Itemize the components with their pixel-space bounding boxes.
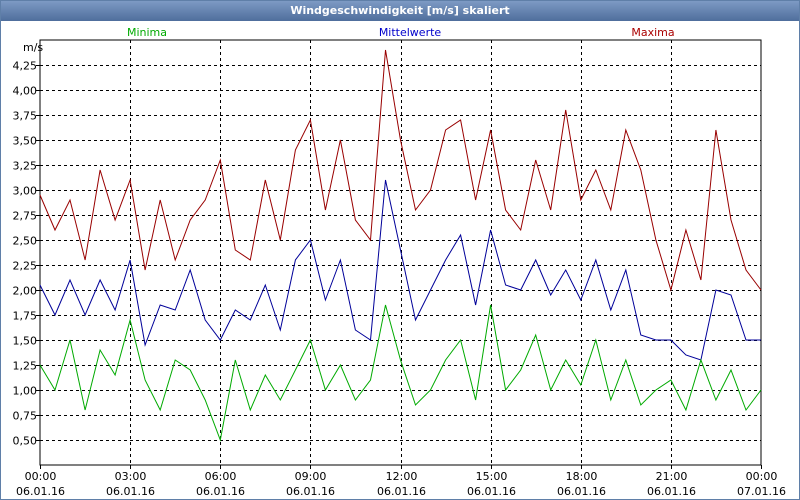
x-tick-time-label: 21:00 — [656, 470, 688, 483]
x-tick-date-label: 06.01.16 — [557, 485, 606, 498]
minima-series-line — [39, 304, 762, 442]
y-tick-label: 1,50 — [13, 335, 38, 348]
y-tick-label: 4,25 — [13, 60, 38, 73]
x-tick-time-label: 03:00 — [115, 470, 147, 483]
y-tick-label: 1,75 — [13, 310, 38, 323]
x-tick-date-label: 06.01.16 — [286, 485, 335, 498]
maxima-series-line — [39, 49, 762, 292]
y-tick-label: 1,25 — [13, 360, 38, 373]
y-tick-label: 0,75 — [13, 410, 38, 423]
x-axis: 00:00 06.01.16 03:00 06.01.16 06:00 06.01.16 0… — [16, 465, 786, 498]
y-tick-label: 3,25 — [13, 160, 38, 173]
x-tick-date-label: 06.01.16 — [467, 485, 516, 498]
x-tick-time-label: 12:00 — [386, 470, 418, 483]
legend-maxima: Maxima — [631, 26, 674, 39]
x-tick-time-label: 00:00 — [25, 470, 57, 483]
series-lines — [39, 49, 762, 442]
y-tick-label: 2,75 — [13, 210, 38, 223]
y-tick-label: 0,50 — [13, 435, 38, 448]
y-tick-label: 2,25 — [13, 260, 38, 273]
plot-frame — [39, 39, 762, 466]
legend-minima: Minima — [127, 26, 167, 39]
x-tick-time-label: 06:00 — [205, 470, 237, 483]
x-tick-date-label: 07.01.16 — [737, 485, 786, 498]
y-tick-label: 1,00 — [13, 385, 38, 398]
mittelwerte-series-line — [39, 179, 761, 361]
x-tick-time-label: 15:00 — [476, 470, 508, 483]
y-axis: 0,50 0,75 1,00 1,25 1,50 1,75 2,00 2,25 2,50 2,75… — [13, 60, 40, 448]
window-title: Windgeschwindigkeit [m/s] skaliert — [290, 4, 510, 17]
x-tick-time-label: 09:00 — [295, 470, 327, 483]
y-tick-label: 3,50 — [13, 135, 38, 148]
y-tick-label: 2,00 — [13, 285, 38, 298]
y-axis-unit-label: m/s — [23, 41, 43, 54]
x-tick-time-label: 00:00 — [746, 470, 778, 483]
gridlines — [40, 40, 761, 465]
y-tick-label: 2,50 — [13, 235, 38, 248]
x-tick-date-label: 06.01.16 — [106, 485, 155, 498]
x-tick-date-label: 06.01.16 — [16, 485, 65, 498]
y-tick-label: 3,75 — [13, 110, 38, 123]
y-tick-label: 3,00 — [13, 185, 38, 198]
title-bar: Windgeschwindigkeit [m/s] skaliert — [1, 1, 799, 21]
legend: Minima Mittelwerte Maxima — [127, 26, 675, 39]
legend-mittelwerte: Mittelwerte — [379, 26, 442, 39]
x-tick-time-label: 18:00 — [566, 470, 598, 483]
y-tick-label: 4,00 — [13, 85, 38, 98]
x-tick-date-label: 06.01.16 — [196, 485, 245, 498]
x-tick-date-label: 06.01.16 — [647, 485, 696, 498]
x-tick-date-label: 06.01.16 — [377, 485, 426, 498]
